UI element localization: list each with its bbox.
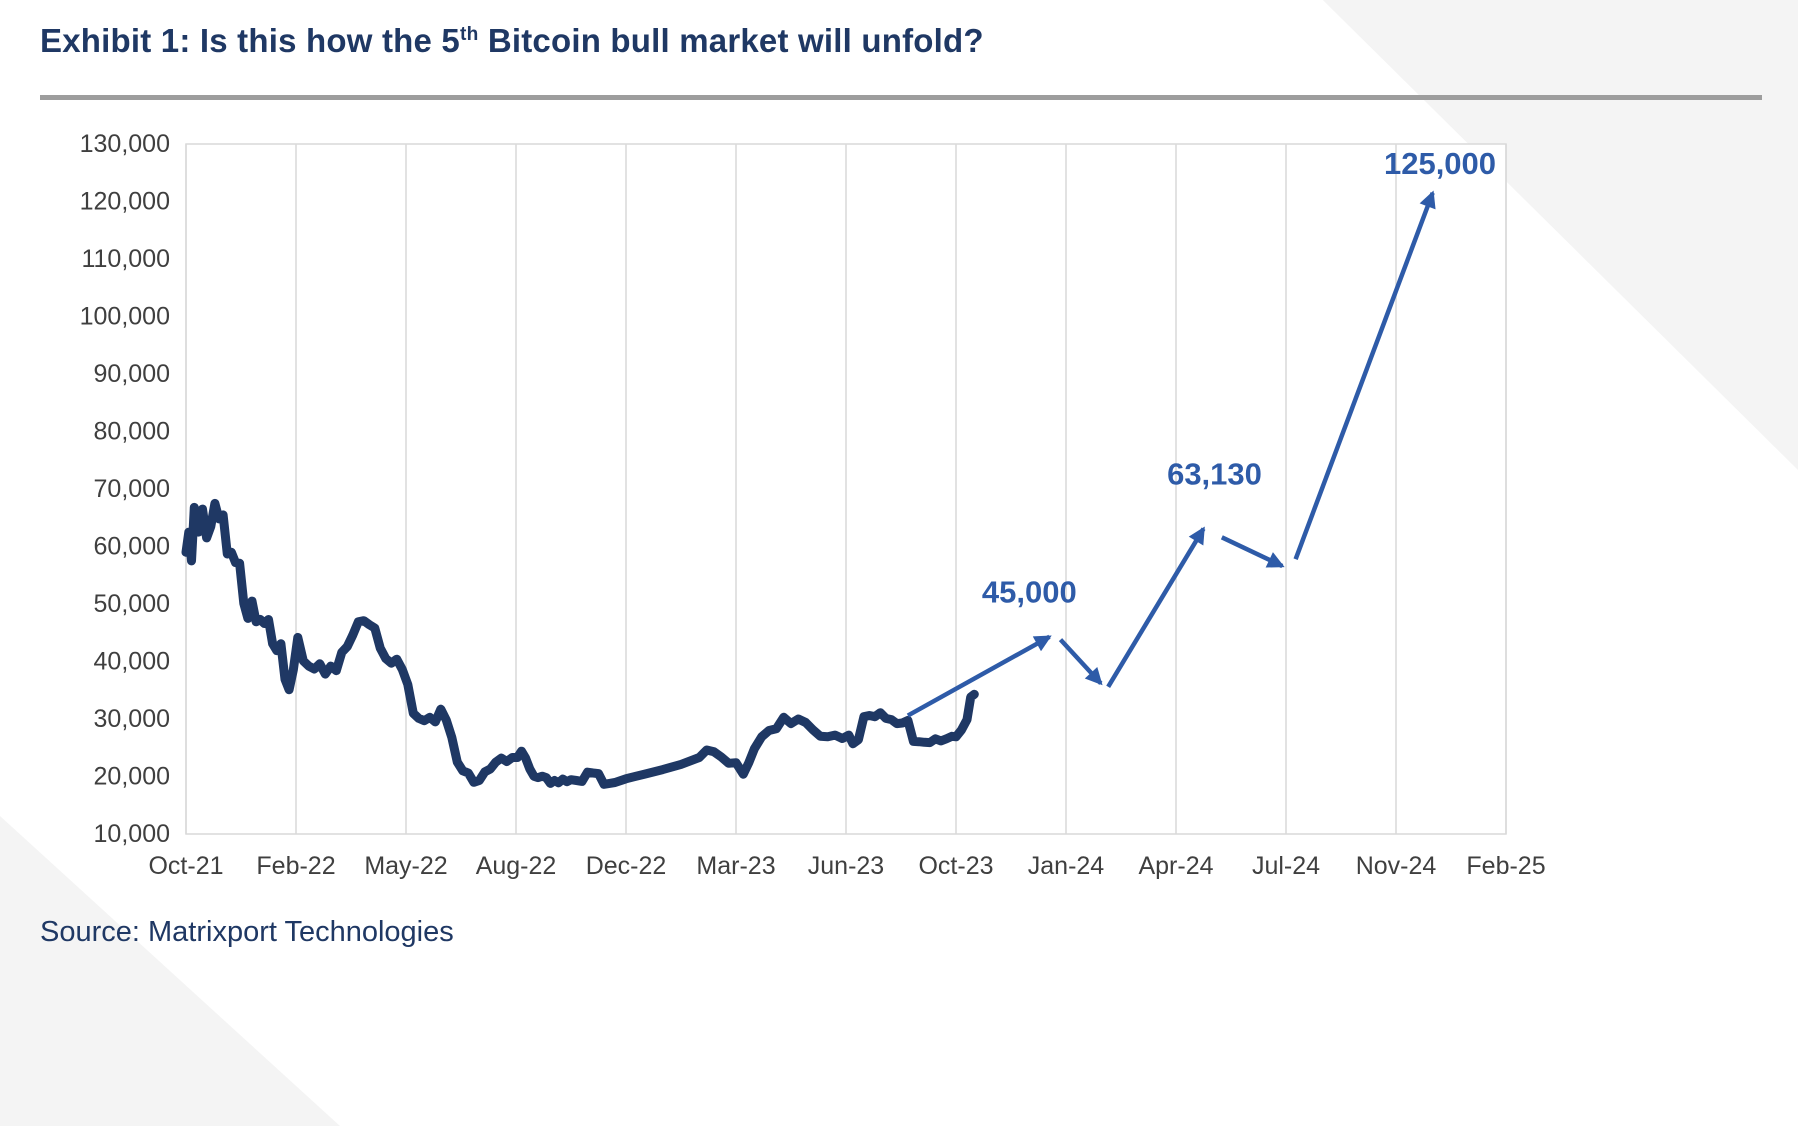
- y-axis-labels: 10,000 20,000 30,000 40,000 50,000 60,000 70,0…: [80, 130, 170, 848]
- y-axis-tick-label: 120,000: [80, 188, 170, 216]
- plot-border: [185, 143, 1507, 835]
- x-axis-tick-label: Apr-24: [1138, 852, 1213, 880]
- y-axis-tick-label: 90,000: [94, 360, 170, 388]
- y-axis-tick-label: 70,000: [94, 475, 170, 503]
- y-axis-tick-label: 130,000: [80, 130, 170, 158]
- x-axis-tick-label: Feb-25: [1466, 852, 1545, 880]
- x-axis-tick-label: Mar-23: [696, 852, 775, 880]
- chart-svg: 10,000 20,000 30,000 40,000 50,000 60,000 70,0…: [80, 130, 1546, 880]
- x-axis-tick-label: Jun-23: [808, 852, 884, 880]
- y-axis-tick-label: 60,000: [94, 533, 170, 561]
- source-note: Source: Matrixport Technologies: [40, 916, 454, 948]
- projection-value-label: 45,000: [982, 575, 1077, 610]
- x-axis-tick-label: Jul-24: [1252, 852, 1320, 880]
- x-axis-labels: Oct-21 Feb-22 May-22 Aug-22 Dec-22 Mar-23 Jun-…: [148, 852, 1545, 880]
- x-axis-tick-label: Oct-21: [148, 852, 223, 880]
- projection-arrow: [1293, 190, 1436, 560]
- bitcoin-price-chart: 10,000 20,000 30,000 40,000 50,000 60,000 70,0…: [20, 108, 1580, 908]
- x-axis-tick-label: Nov-24: [1356, 852, 1437, 880]
- y-axis-tick-label: 20,000: [94, 763, 170, 791]
- x-axis-tick-label: Aug-22: [476, 852, 557, 880]
- price-line: [181, 498, 979, 789]
- x-axis-tick-label: Oct-23: [918, 852, 993, 880]
- y-axis-tick-label: 30,000: [94, 705, 170, 733]
- title-text-prefix: Exhibit 1: Is this how the 5: [40, 22, 460, 59]
- title-divider: [40, 95, 1762, 100]
- projection-arrow: [1220, 535, 1285, 569]
- projection-arrow: [906, 634, 1052, 718]
- y-axis-tick-label: 100,000: [80, 303, 170, 331]
- y-axis-tick-label: 10,000: [94, 820, 170, 848]
- projection-labels: 45,000 63,130 125,000: [982, 146, 1496, 609]
- x-axis-tick-label: May-22: [364, 852, 447, 880]
- y-axis-tick-label: 40,000: [94, 648, 170, 676]
- projection-value-label: 125,000: [1384, 146, 1496, 181]
- title-superscript: th: [460, 24, 479, 45]
- x-axis-tick-label: Jan-24: [1028, 852, 1105, 880]
- title-text-suffix: Bitcoin bull market will unfold?: [478, 22, 984, 59]
- projection-arrows: [906, 190, 1436, 718]
- projection-arrow: [1058, 638, 1103, 686]
- x-axis-tick-label: Feb-22: [256, 852, 335, 880]
- y-axis-tick-label: 50,000: [94, 590, 170, 618]
- projection-value-label: 63,130: [1167, 457, 1262, 492]
- exhibit-title: Exhibit 1: Is this how the 5th Bitcoin b…: [40, 22, 984, 60]
- x-axis-tick-label: Dec-22: [586, 852, 667, 880]
- y-axis-tick-label: 110,000: [81, 245, 170, 273]
- y-axis-tick-label: 80,000: [94, 418, 170, 446]
- projection-arrow: [1106, 526, 1206, 688]
